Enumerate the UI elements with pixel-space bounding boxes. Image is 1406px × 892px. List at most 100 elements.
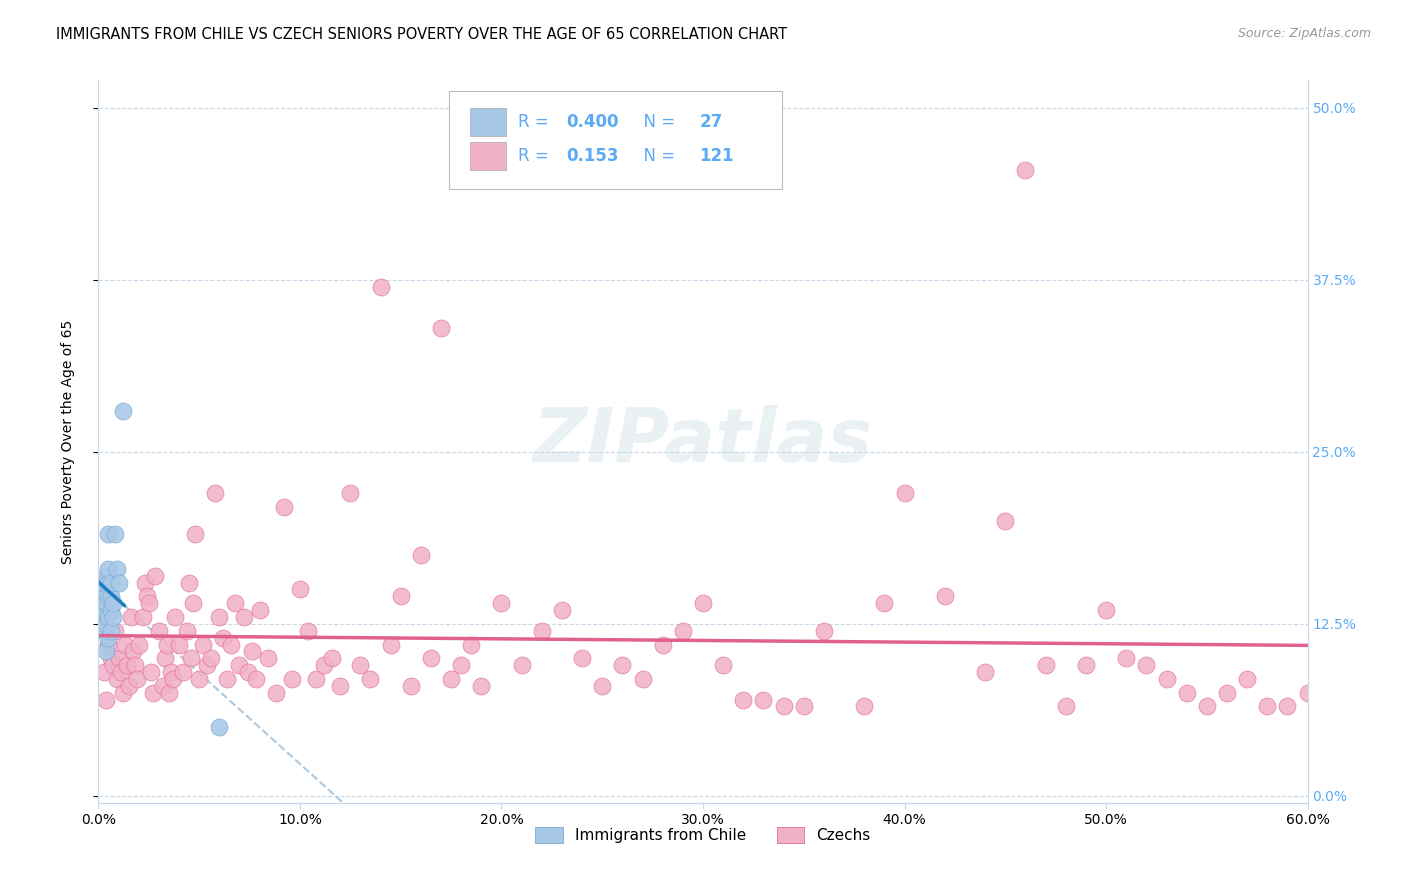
Text: R =: R = [517, 147, 560, 165]
Point [329, 679, 352, 693]
Point [115, 658, 138, 673]
Point [297, 624, 319, 638]
Point [142, 686, 165, 700]
Point [208, 610, 231, 624]
Point [1054, 699, 1077, 714]
Point [1074, 658, 1097, 673]
Point [672, 624, 695, 638]
Point [212, 631, 235, 645]
Point [208, 720, 231, 734]
Point [460, 638, 482, 652]
Point [138, 596, 160, 610]
Point [160, 665, 183, 679]
Point [1014, 162, 1036, 177]
FancyBboxPatch shape [470, 143, 506, 169]
Point [591, 679, 613, 693]
Point [101, 596, 124, 610]
Point [1135, 658, 1157, 673]
Point [111, 686, 134, 700]
Point [97, 638, 120, 652]
Point [651, 638, 673, 652]
Point [1316, 699, 1339, 714]
Point [200, 651, 222, 665]
Point [1115, 651, 1137, 665]
Text: R =: R = [517, 113, 554, 131]
Point [97, 590, 120, 604]
Text: IMMIGRANTS FROM CHILE VS CZECH SENIORS POVERTY OVER THE AGE OF 65 CORRELATION CH: IMMIGRANTS FROM CHILE VS CZECH SENIORS P… [56, 27, 787, 42]
Point [162, 672, 184, 686]
Point [873, 596, 896, 610]
Point [934, 590, 956, 604]
Point [96, 692, 118, 706]
Point [134, 575, 156, 590]
Text: Source: ZipAtlas.com: Source: ZipAtlas.com [1237, 27, 1371, 40]
Point [224, 596, 246, 610]
Point [100, 651, 122, 665]
Point [389, 590, 412, 604]
Point [107, 575, 129, 590]
Point [772, 699, 794, 714]
Point [152, 679, 174, 693]
Point [1296, 686, 1319, 700]
Point [179, 575, 201, 590]
Point [195, 658, 218, 673]
Point [181, 596, 204, 610]
Point [1216, 686, 1239, 700]
Point [370, 279, 392, 293]
Point [510, 658, 533, 673]
Point [491, 596, 513, 610]
Text: 27: 27 [699, 113, 723, 131]
Point [157, 686, 180, 700]
Point [305, 672, 328, 686]
Point [399, 679, 422, 693]
Point [121, 644, 143, 658]
Point [100, 624, 122, 638]
Point [1195, 699, 1218, 714]
FancyBboxPatch shape [470, 109, 506, 136]
Point [180, 651, 202, 665]
Point [100, 603, 122, 617]
Point [551, 603, 574, 617]
Point [256, 651, 278, 665]
Point [236, 665, 259, 679]
Point [93, 603, 115, 617]
Point [184, 527, 207, 541]
Text: 0.400: 0.400 [567, 113, 619, 131]
Point [193, 638, 215, 652]
Point [93, 624, 115, 638]
Point [711, 658, 734, 673]
Point [96, 616, 118, 631]
Point [135, 590, 157, 604]
Text: N =: N = [633, 113, 681, 131]
Point [733, 692, 755, 706]
Point [128, 638, 150, 652]
Point [148, 624, 170, 638]
Point [96, 644, 118, 658]
Point [156, 638, 179, 652]
Point [172, 665, 194, 679]
Point [97, 562, 120, 576]
Point [118, 679, 141, 693]
Text: 0.153: 0.153 [567, 147, 619, 165]
Point [893, 486, 915, 500]
Point [100, 575, 122, 590]
Point [380, 638, 402, 652]
Point [103, 624, 125, 638]
Point [288, 582, 311, 597]
Point [163, 610, 186, 624]
Point [101, 610, 124, 624]
Point [1095, 603, 1118, 617]
Point [110, 665, 132, 679]
Point [360, 672, 382, 686]
Point [217, 672, 239, 686]
Point [96, 596, 118, 610]
Point [440, 672, 463, 686]
Point [91, 590, 114, 604]
Point [100, 590, 122, 604]
Point [221, 638, 243, 652]
Point [273, 500, 295, 514]
Point [96, 568, 118, 582]
Point [1277, 699, 1299, 714]
Text: N =: N = [633, 147, 681, 165]
Point [232, 610, 254, 624]
